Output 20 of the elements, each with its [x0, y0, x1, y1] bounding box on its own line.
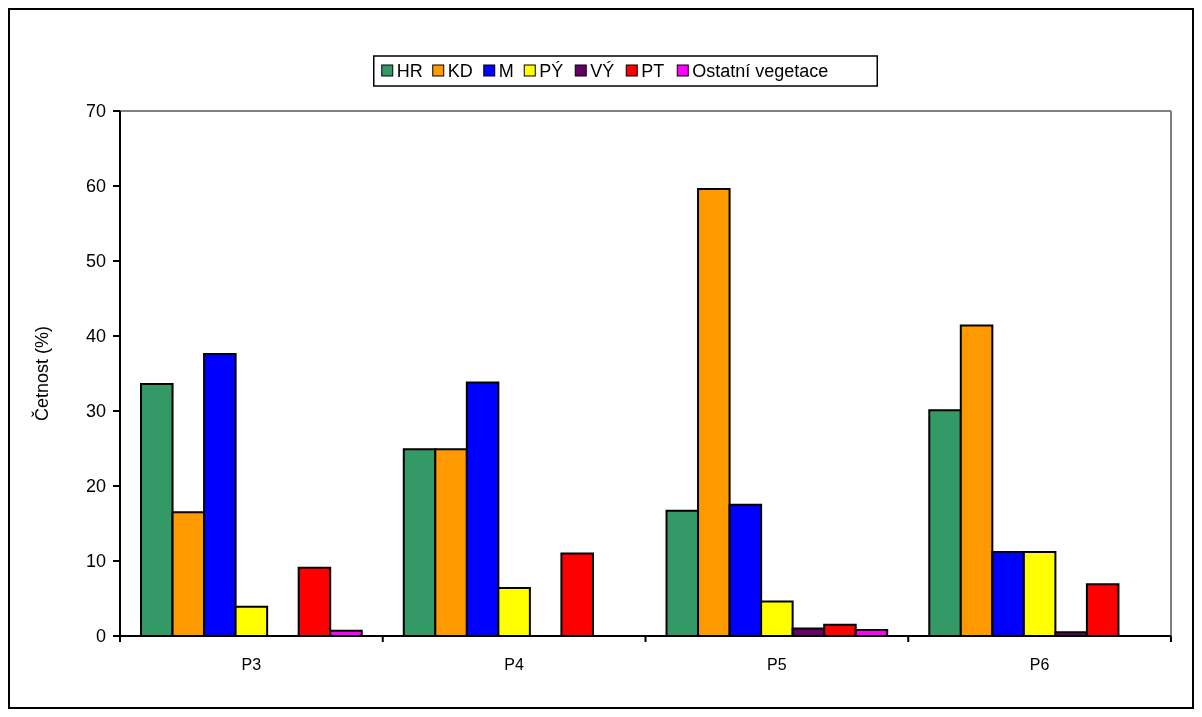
y-tick-label: 20 — [85, 476, 106, 497]
y-tick-label: 70 — [85, 101, 106, 122]
x-tick-label: P5 — [767, 656, 787, 673]
legend-label: M — [498, 61, 514, 82]
legend-label: PÝ — [539, 61, 564, 82]
legend-label: KD — [447, 61, 473, 82]
x-tick-label: P4 — [504, 656, 525, 673]
x-tick-label: P3 — [241, 656, 262, 673]
y-tick-label: 0 — [95, 626, 106, 647]
y-tick-label: 30 — [85, 401, 106, 422]
y-tick-label: 10 — [85, 551, 106, 572]
legend-label: VÝ — [590, 61, 615, 82]
x-tick-label: P6 — [1029, 656, 1050, 673]
legend-label: HR — [396, 61, 423, 82]
y-tick-label: 60 — [85, 176, 106, 197]
legend-label: PT — [641, 61, 665, 82]
y-axis-title: Četnost (%) — [31, 325, 52, 422]
y-tick-label: 40 — [85, 326, 106, 347]
y-tick-label: 50 — [85, 251, 106, 272]
legend-label: Ostatní vegetace — [692, 61, 829, 82]
